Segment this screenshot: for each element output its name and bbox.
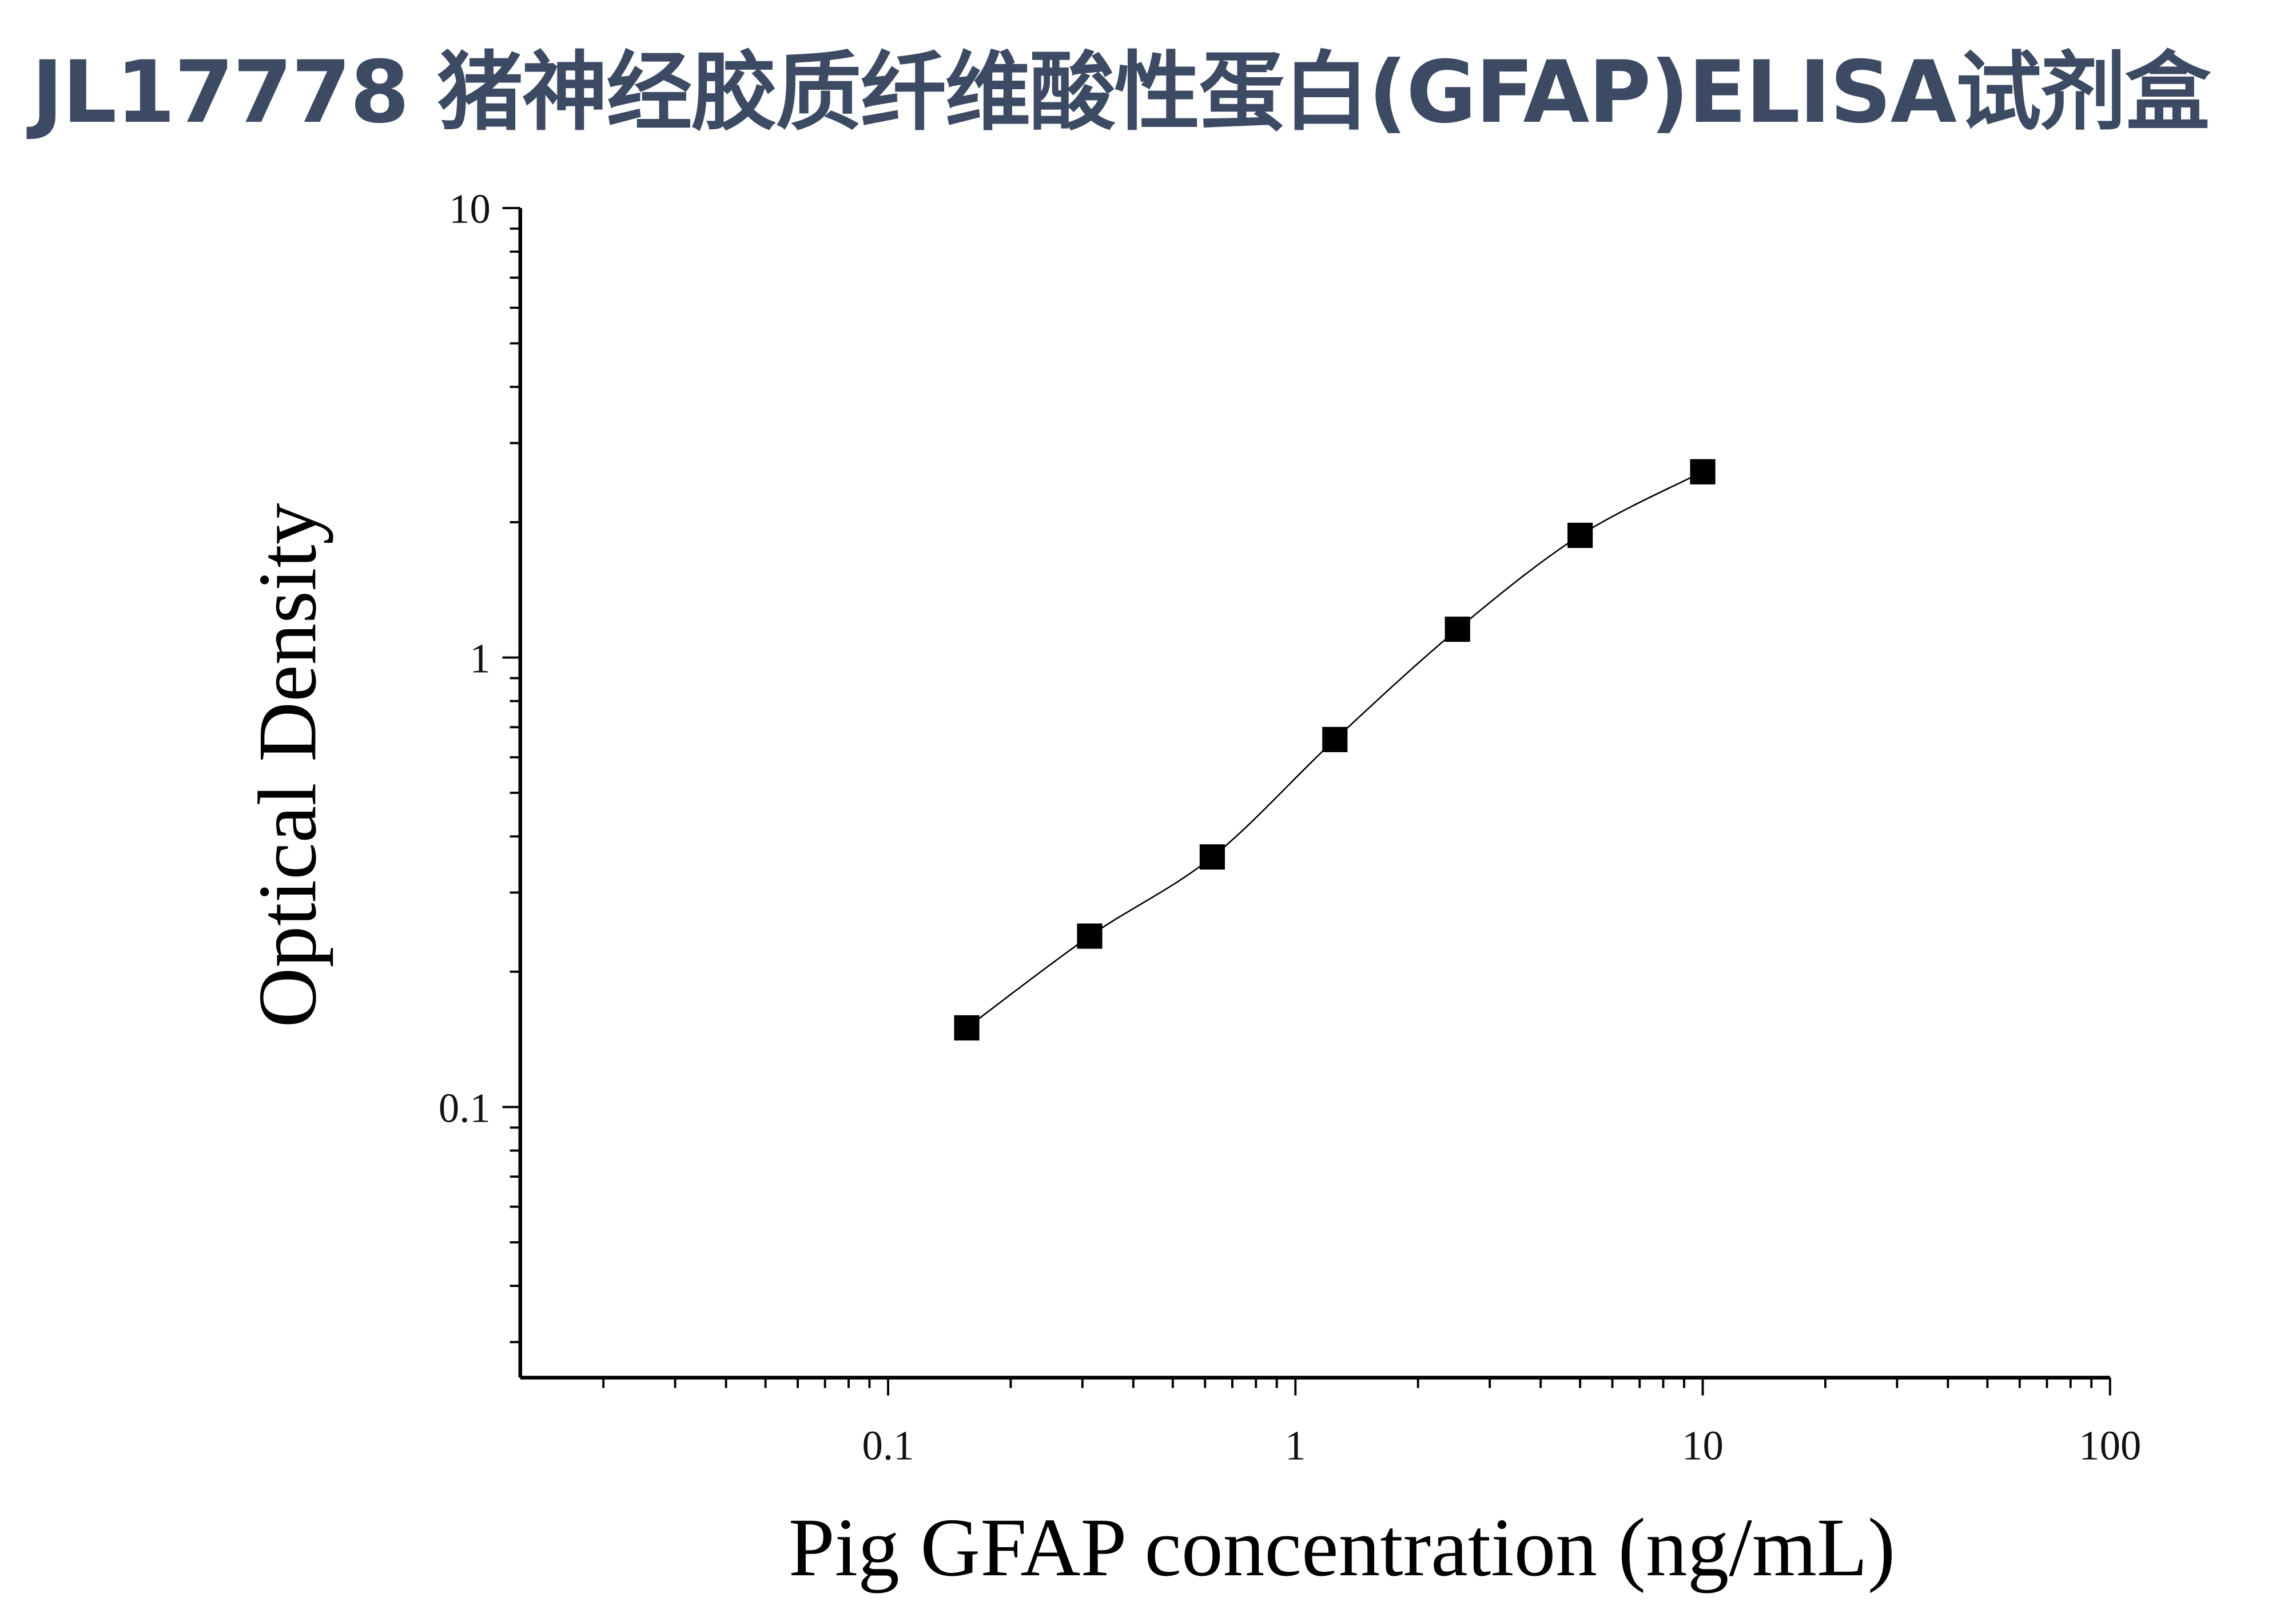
data-point bbox=[954, 1015, 980, 1041]
data-point bbox=[1690, 459, 1716, 484]
x-tick-label: 1 bbox=[1285, 1422, 1306, 1468]
data-point bbox=[1199, 844, 1225, 870]
x-tick-label: 100 bbox=[2079, 1422, 2141, 1468]
y-tick-label: 0.1 bbox=[439, 1084, 491, 1131]
y-tick-label: 10 bbox=[449, 186, 491, 232]
chart-title: JL17778 猪神经胶质纤维酸性蛋白(GFAP)ELISA试剂盒 bbox=[31, 43, 2211, 142]
data-point bbox=[1322, 726, 1348, 753]
y-tick-label: 1 bbox=[469, 635, 490, 682]
data-point bbox=[1445, 617, 1470, 642]
data-point bbox=[1567, 522, 1593, 549]
y-axis-label: Optical Density bbox=[241, 503, 333, 1027]
x-tick-label: 10 bbox=[1682, 1422, 1724, 1468]
x-axis-label: Pig GFAP concentration (ng/mL) bbox=[789, 1501, 1895, 1594]
data-point bbox=[1077, 923, 1103, 949]
x-tick-label: 0.1 bbox=[862, 1422, 914, 1468]
